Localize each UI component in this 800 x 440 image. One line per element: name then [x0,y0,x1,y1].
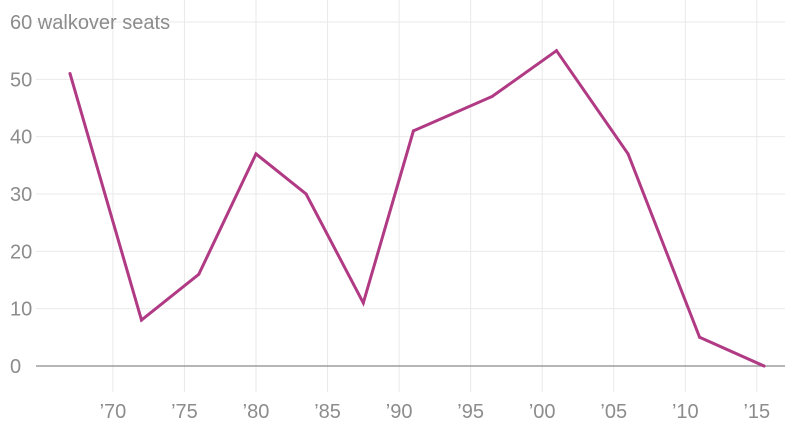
data-point [555,49,559,53]
x-tick-label-10: ’10 [672,401,699,423]
y-tick-label-50: 50 [10,69,32,91]
x-tick-label-80: ’80 [243,401,270,423]
x-tick-label-00: ’00 [529,401,556,423]
data-point [361,301,365,305]
data-point [140,318,144,322]
data-point [411,129,415,133]
series-layer [68,48,766,368]
data-point [68,72,72,76]
data-point [490,95,494,99]
y-tick-label-0: 0 [10,356,21,378]
x-tick-label-05: ’05 [600,401,627,423]
y-tick-label-20: 20 [10,241,32,263]
y-tick-label-40: 40 [10,127,32,149]
grid-layer [36,0,785,392]
x-tick-label-70: ’70 [100,401,127,423]
data-point [254,152,258,156]
x-tick-label-95: ’95 [457,401,484,423]
y-tick-label-60: 60 walkover seats [10,12,170,34]
axis-layer: 0 10 20 30 40 50 60 walkover seats ’70 ’75 ’80 ’85… [10,12,785,423]
x-tick-label-90: ’90 [386,401,413,423]
x-tick-label-15: ’15 [743,401,770,423]
y-tick-label-10: 10 [10,299,32,321]
data-point [197,272,201,276]
data-point [698,335,702,339]
data-point [626,152,630,156]
series-line-0 [68,48,766,368]
x-tick-label-75: ’75 [171,401,198,423]
y-tick-label-30: 30 [10,184,32,206]
data-point [304,192,308,196]
x-tick-label-85: ’85 [314,401,341,423]
data-point [762,364,766,368]
